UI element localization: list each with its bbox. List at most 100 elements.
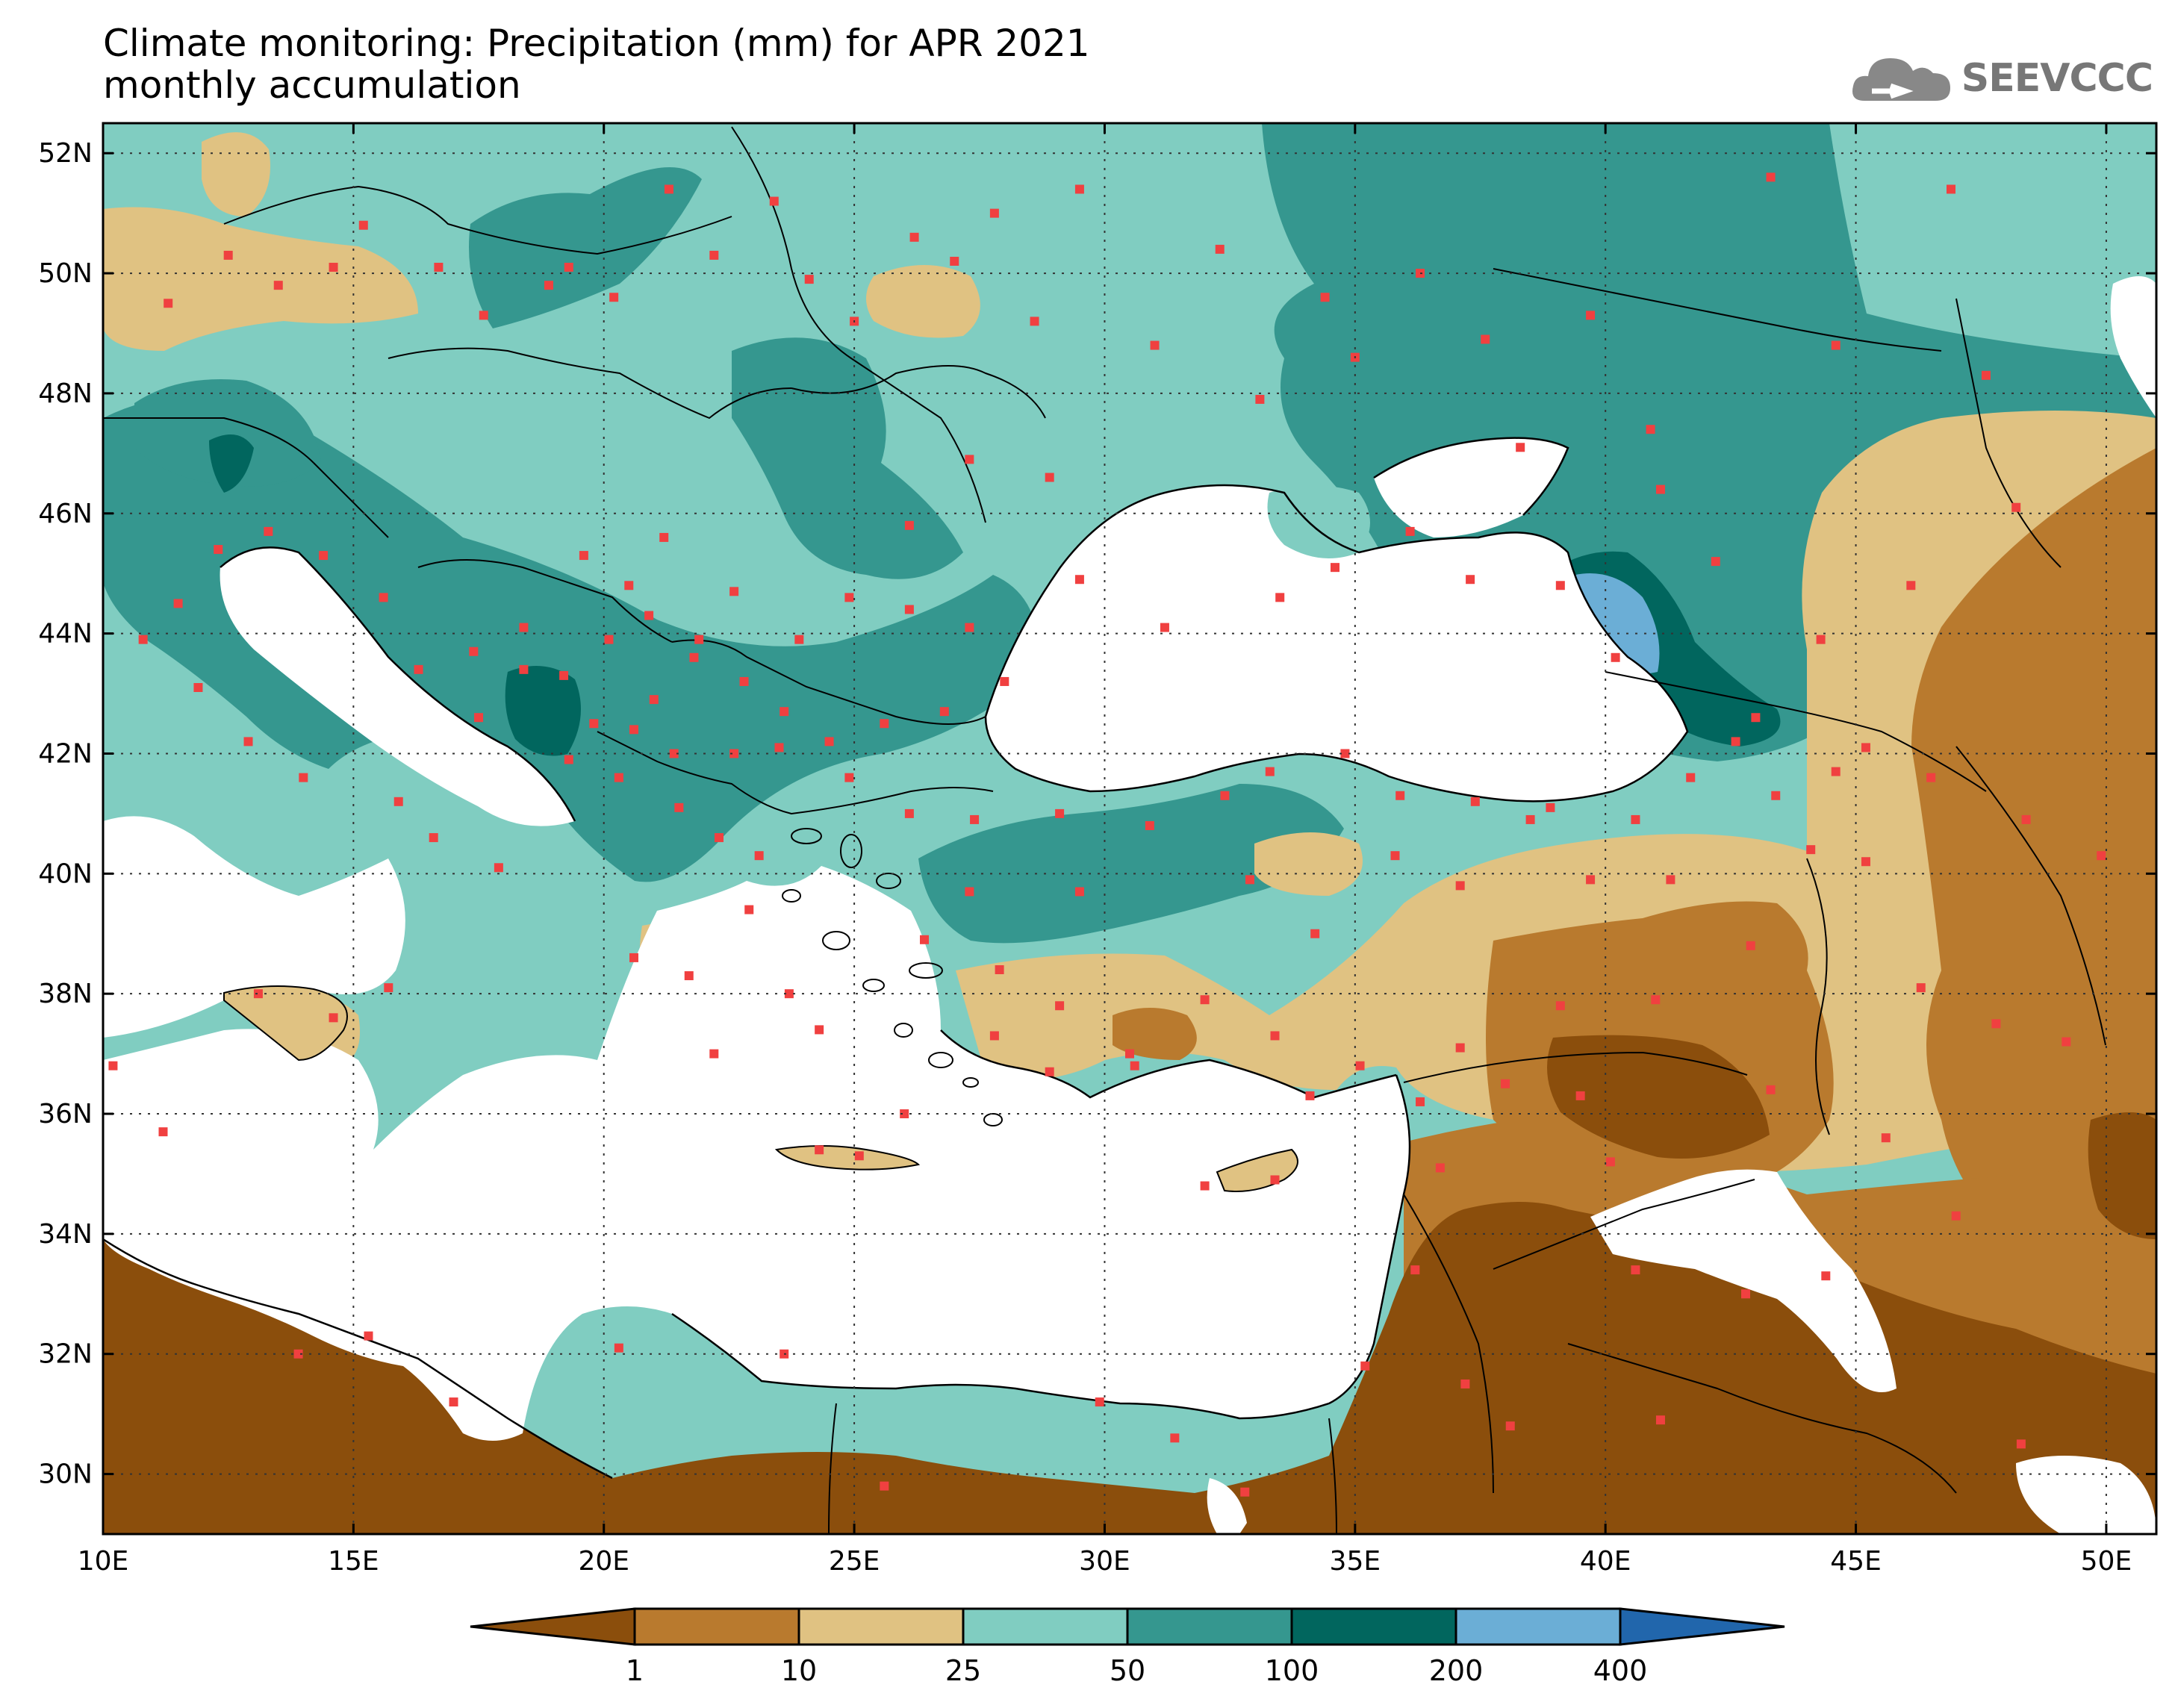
field-wet-alps bbox=[134, 379, 321, 487]
station-marker bbox=[1145, 820, 1154, 830]
station-marker bbox=[684, 971, 694, 981]
station-marker bbox=[815, 1145, 824, 1155]
station-marker bbox=[329, 1013, 338, 1023]
colorbar-lower-arrow bbox=[470, 1607, 636, 1646]
station-marker bbox=[358, 220, 368, 230]
station-marker bbox=[223, 250, 233, 260]
station-marker bbox=[273, 281, 283, 290]
lon-tick-label: 45E bbox=[1830, 1546, 1882, 1577]
station-marker bbox=[780, 707, 789, 717]
station-marker bbox=[1686, 773, 1696, 782]
station-marker bbox=[709, 250, 719, 260]
station-marker bbox=[629, 725, 638, 735]
colorbar-segment bbox=[1126, 1607, 1293, 1646]
station-marker bbox=[2021, 814, 2031, 824]
station-marker bbox=[669, 749, 679, 758]
field-dry-caucasus bbox=[1911, 448, 2156, 1269]
station-marker bbox=[1355, 1061, 1365, 1070]
station-marker bbox=[1555, 581, 1565, 590]
station-marker bbox=[474, 713, 484, 723]
station-marker bbox=[1766, 1085, 1776, 1094]
colorbar-segment bbox=[962, 1607, 1129, 1646]
station-marker bbox=[589, 719, 599, 729]
station-marker bbox=[824, 737, 834, 747]
lat-tick-label: 46N bbox=[38, 499, 93, 529]
station-marker bbox=[1320, 293, 1330, 302]
gulf-of-suez bbox=[1207, 1478, 1247, 1534]
station-marker bbox=[844, 773, 854, 782]
station-marker bbox=[429, 833, 438, 843]
station-marker bbox=[1270, 1175, 1280, 1185]
station-marker bbox=[604, 635, 614, 644]
station-marker bbox=[1340, 749, 1350, 758]
station-marker bbox=[1455, 881, 1465, 891]
lon-tick-label: 50E bbox=[2081, 1546, 2132, 1577]
station-marker bbox=[804, 275, 814, 284]
station-marker bbox=[264, 526, 273, 536]
station-marker bbox=[1516, 443, 1525, 452]
station-marker bbox=[904, 520, 914, 530]
station-marker bbox=[1045, 1067, 1054, 1076]
lon-tick-label: 10E bbox=[78, 1546, 129, 1577]
station-marker bbox=[559, 670, 569, 680]
colorbar-segment bbox=[1290, 1607, 1457, 1646]
station-marker bbox=[564, 263, 573, 272]
station-marker bbox=[1395, 791, 1405, 800]
field-very-dry-africa bbox=[103, 1202, 2156, 1534]
station-marker bbox=[844, 593, 854, 602]
station-markers bbox=[108, 172, 2106, 1497]
field-dry-turkey-south bbox=[1113, 1008, 1197, 1060]
lat-tick-label: 48N bbox=[38, 378, 93, 409]
station-marker bbox=[1270, 1031, 1280, 1041]
station-marker bbox=[1575, 1091, 1585, 1100]
colorbar-segment bbox=[797, 1607, 965, 1646]
station-marker bbox=[1906, 581, 1916, 590]
station-marker bbox=[1265, 767, 1275, 776]
station-marker bbox=[1741, 1289, 1750, 1299]
country-borders bbox=[103, 126, 2106, 1534]
station-marker bbox=[1981, 370, 1991, 380]
field-wet-north bbox=[732, 337, 963, 579]
field-extreme-caucasus bbox=[1575, 573, 1660, 674]
adriatic-sea bbox=[220, 547, 575, 826]
lat-tick-label: 30N bbox=[38, 1459, 93, 1490]
caspian-sea bbox=[2110, 276, 2156, 418]
station-marker bbox=[469, 646, 479, 656]
station-marker bbox=[709, 1049, 719, 1059]
station-marker bbox=[299, 773, 308, 782]
colorbar-segment bbox=[1454, 1607, 1622, 1646]
plot-frame bbox=[102, 122, 2158, 1536]
station-marker bbox=[1766, 172, 1776, 182]
map-plot-area bbox=[103, 123, 2156, 1534]
station-marker bbox=[784, 989, 794, 999]
station-marker bbox=[1926, 773, 1936, 782]
field-very-dry-caspian bbox=[2088, 1112, 2156, 1239]
station-marker bbox=[1240, 1487, 1250, 1497]
station-marker bbox=[644, 611, 654, 620]
station-marker bbox=[253, 989, 263, 999]
station-marker bbox=[1275, 593, 1285, 602]
lon-tick-label: 40E bbox=[1580, 1546, 1631, 1577]
field-wet-poland bbox=[469, 167, 702, 328]
lat-tick-label: 40N bbox=[38, 858, 93, 889]
station-marker bbox=[1555, 1001, 1565, 1011]
station-marker bbox=[173, 599, 183, 608]
dead-zone-syria bbox=[1590, 1169, 1896, 1392]
station-marker bbox=[2011, 502, 2021, 512]
title-line-2: monthly accumulation bbox=[103, 63, 521, 107]
station-marker bbox=[1655, 1415, 1665, 1425]
colorbar-upper-arrow bbox=[1619, 1607, 1785, 1646]
station-marker bbox=[854, 1151, 864, 1161]
sicily bbox=[223, 985, 348, 1062]
station-marker bbox=[1771, 791, 1781, 800]
station-marker bbox=[1074, 184, 1084, 194]
station-marker bbox=[1410, 1265, 1420, 1275]
station-marker bbox=[1611, 652, 1620, 662]
station-marker bbox=[880, 1481, 889, 1491]
station-marker bbox=[519, 623, 529, 632]
station-marker bbox=[379, 593, 388, 602]
station-marker bbox=[950, 256, 959, 266]
station-marker bbox=[1991, 1019, 2001, 1029]
station-marker bbox=[1360, 1361, 1370, 1371]
station-marker bbox=[729, 587, 739, 596]
